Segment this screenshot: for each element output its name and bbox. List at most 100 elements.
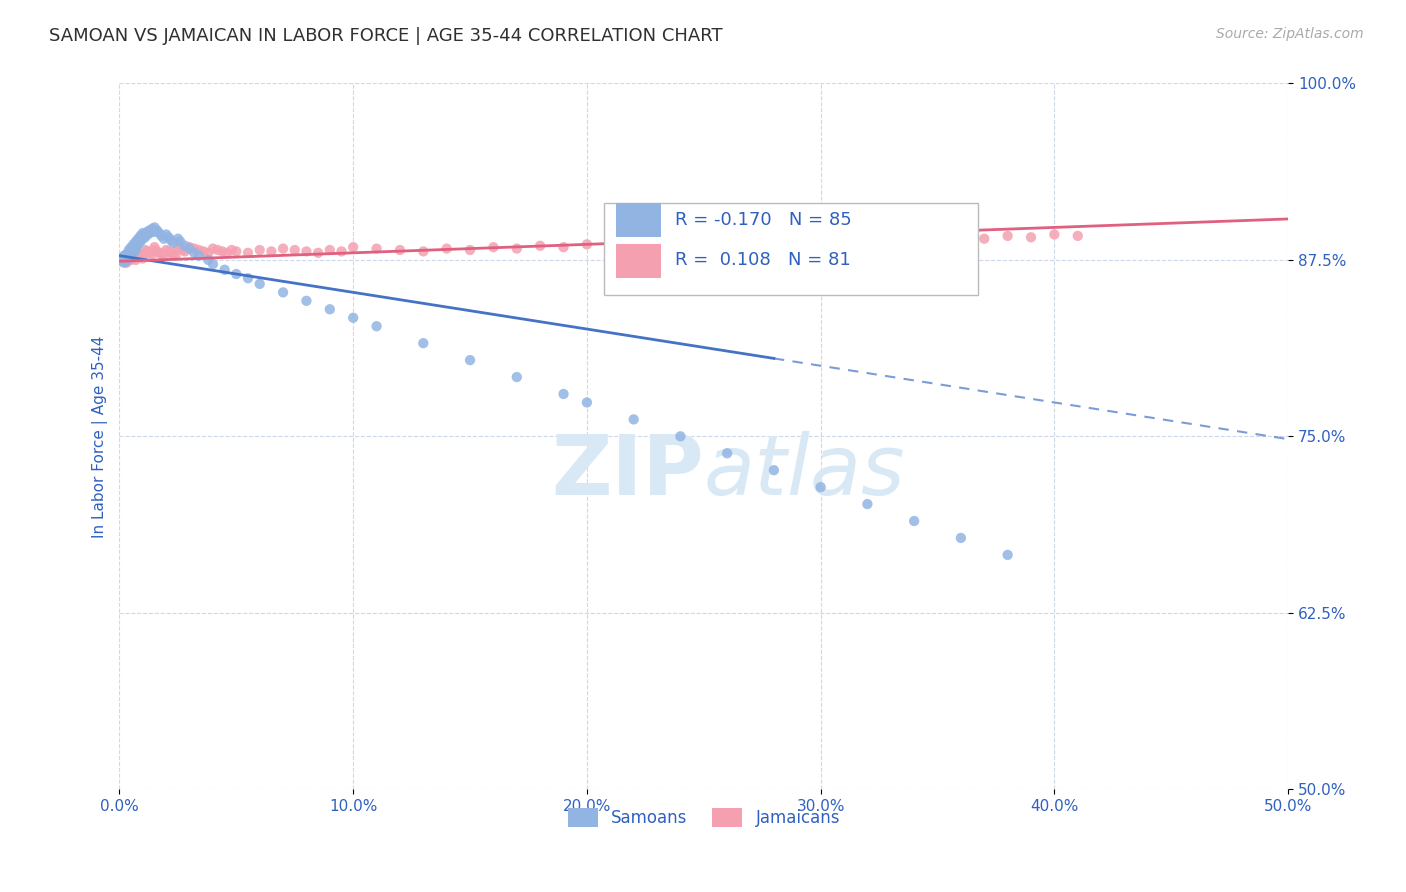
Point xyxy=(458,243,481,257)
Point xyxy=(118,249,141,263)
Point xyxy=(160,245,183,260)
Point xyxy=(150,247,173,261)
Point xyxy=(167,232,190,246)
Point xyxy=(1043,227,1066,242)
Point xyxy=(319,243,342,257)
Point xyxy=(127,245,149,260)
Point xyxy=(122,237,145,252)
Point xyxy=(132,249,155,263)
Point xyxy=(623,235,645,250)
Point xyxy=(125,250,148,264)
Point xyxy=(366,242,388,256)
Point xyxy=(141,225,163,239)
Point xyxy=(903,232,925,246)
Point xyxy=(997,228,1019,243)
Point xyxy=(132,228,155,243)
Point xyxy=(645,237,668,252)
Text: ZIP: ZIP xyxy=(551,431,704,512)
Point xyxy=(173,239,195,253)
Point xyxy=(669,429,692,443)
Point xyxy=(112,249,135,263)
Point xyxy=(810,480,832,494)
Point xyxy=(172,243,194,257)
Point xyxy=(120,249,142,263)
Point xyxy=(146,244,169,259)
Text: SAMOAN VS JAMAICAN IN LABOR FORCE | AGE 35-44 CORRELATION CHART: SAMOAN VS JAMAICAN IN LABOR FORCE | AGE … xyxy=(49,27,723,45)
Point xyxy=(810,235,832,249)
Point xyxy=(143,240,166,254)
Point xyxy=(127,232,149,246)
Point xyxy=(856,233,879,247)
Point xyxy=(762,463,785,477)
Point xyxy=(271,242,294,256)
Point xyxy=(120,243,142,257)
Point xyxy=(482,240,505,254)
Point xyxy=(125,235,148,249)
Point xyxy=(211,244,233,259)
Point xyxy=(183,242,205,256)
Point xyxy=(716,237,738,252)
Point xyxy=(115,254,138,268)
Point xyxy=(143,225,166,239)
Point xyxy=(134,227,156,242)
Point xyxy=(221,243,243,257)
Point xyxy=(148,226,170,240)
Point xyxy=(139,226,162,240)
Point xyxy=(165,249,187,263)
Point xyxy=(179,240,201,254)
Point xyxy=(139,245,162,260)
Point xyxy=(129,247,152,261)
Point xyxy=(111,252,134,266)
Point xyxy=(236,271,259,285)
Point xyxy=(132,252,155,266)
Point xyxy=(115,249,138,263)
Point xyxy=(388,243,411,257)
Point xyxy=(162,235,184,250)
Point xyxy=(157,230,180,244)
Point xyxy=(136,225,159,239)
Point xyxy=(125,252,148,267)
Text: R =  0.108   N = 81: R = 0.108 N = 81 xyxy=(675,251,851,268)
Point xyxy=(740,235,762,249)
Point xyxy=(136,244,159,259)
Point xyxy=(786,233,808,247)
Point xyxy=(173,244,195,259)
Point xyxy=(125,243,148,257)
Point xyxy=(623,412,645,426)
Point xyxy=(183,245,205,260)
Point xyxy=(127,237,149,252)
Point xyxy=(201,242,224,256)
Point xyxy=(129,235,152,249)
Point xyxy=(139,223,162,237)
Point xyxy=(179,242,201,256)
Point xyxy=(260,244,283,259)
Point xyxy=(125,240,148,254)
Point xyxy=(118,252,141,266)
Point xyxy=(155,227,177,242)
Point xyxy=(143,220,166,235)
Point xyxy=(148,245,170,260)
Point xyxy=(160,233,183,247)
Point xyxy=(111,254,134,268)
Point xyxy=(146,223,169,237)
Point xyxy=(122,245,145,260)
Point xyxy=(141,247,163,261)
Point xyxy=(553,387,575,401)
Point xyxy=(153,249,176,263)
Point xyxy=(129,228,152,243)
Point xyxy=(153,232,176,246)
Point xyxy=(112,252,135,267)
Point xyxy=(716,446,738,460)
Point xyxy=(225,267,247,281)
Point xyxy=(187,249,209,263)
Point xyxy=(115,256,138,270)
Point xyxy=(880,235,903,249)
Point xyxy=(295,244,318,259)
Point xyxy=(529,239,551,253)
Point xyxy=(249,277,271,291)
Point xyxy=(342,310,364,325)
Point xyxy=(207,243,229,257)
Point xyxy=(903,514,925,528)
Point xyxy=(134,230,156,244)
Point xyxy=(115,252,138,266)
